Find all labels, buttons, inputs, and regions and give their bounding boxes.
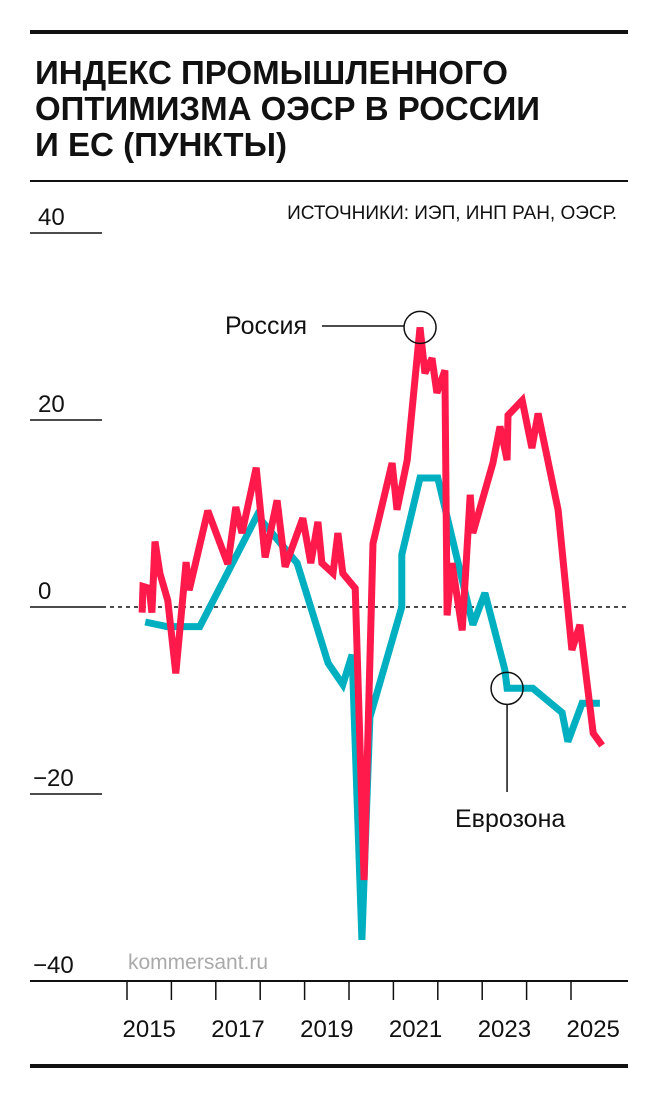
annotation-eurozone-label: Еврозона (455, 805, 565, 833)
y-axis: 40 20 0 −20 −40 (30, 204, 628, 979)
series-group (138, 327, 605, 941)
x-axis: 2015 2017 2019 2021 2023 2025 (123, 981, 620, 1043)
x-tick-label: 2021 (389, 1016, 442, 1043)
y-tick-label: 0 (38, 578, 51, 605)
annotation-eurozone-circle (490, 671, 524, 706)
top-rule (30, 30, 628, 34)
x-tick-label: 2017 (211, 1016, 264, 1043)
y-tick-label: −40 (33, 952, 74, 979)
title-rule (30, 180, 628, 182)
bottom-rule (30, 1064, 628, 1068)
x-tick-label: 2025 (567, 1016, 620, 1043)
watermark: kommersant.ru (128, 951, 268, 974)
annotation-russia-circle (403, 310, 437, 345)
x-tick-label: 2015 (123, 1016, 176, 1043)
y-tick-label: −20 (33, 765, 74, 792)
series-line-russia (138, 327, 605, 881)
title-line-2: ОПТИМИЗМА ОЭСР В РОССИИ (35, 90, 540, 127)
y-tick-label: 40 (38, 204, 65, 231)
x-tick-label: 2023 (478, 1016, 531, 1043)
source-note: ИСТОЧНИКИ: ИЭП, ИНП РАН, ОЭСР. (287, 203, 617, 224)
x-tick-label: 2019 (300, 1016, 353, 1043)
annotation-russia-label: Россия (225, 312, 307, 340)
y-tick-label: 20 (38, 391, 65, 418)
title-line-3: И ЕС (ПУНКТЫ) (35, 126, 287, 163)
title-line-1: ИНДЕКС ПРОМЫШЛЕННОГО (35, 54, 508, 91)
